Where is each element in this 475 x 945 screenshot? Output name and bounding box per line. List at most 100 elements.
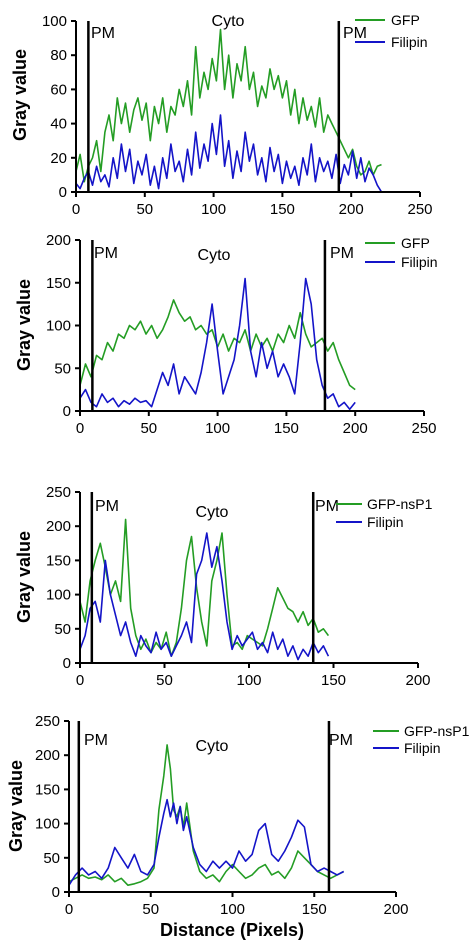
- y-tick-label: 250: [35, 713, 60, 730]
- x-tick-labels: 0 50 100 150 200 250: [72, 201, 433, 218]
- x-tick-marks: [79, 663, 419, 668]
- legend: GFP Filipin: [355, 12, 428, 50]
- chart-panel-1: PM PM Cyto 0 20 40 60 80 100: [10, 12, 433, 218]
- x-tick-marks: [68, 892, 397, 897]
- y-tick-label: 150: [46, 552, 71, 569]
- x-tick-labels: 0 50 100 150 200: [65, 901, 409, 918]
- pm-marker-label-left: PM: [95, 498, 119, 515]
- gfp-line-group: [75, 28, 382, 183]
- filipin-series-line: [75, 114, 383, 193]
- legend: GFP-nsP1 Filipin: [373, 723, 470, 756]
- pm-marker-label-left: PM: [91, 25, 115, 42]
- y-tick-label: 0: [59, 184, 67, 201]
- y-tick-label: 100: [35, 816, 60, 833]
- filipin-series-line: [79, 277, 356, 411]
- pm-marker-label-left: PM: [84, 732, 108, 749]
- x-tick-marks: [75, 192, 421, 197]
- legend-label-gfp-nsp1: GFP-nsP1: [404, 723, 470, 739]
- x-tick-label: 50: [156, 672, 173, 689]
- y-tick-label: 250: [46, 484, 71, 501]
- legend-label-gfp: GFP: [401, 235, 430, 251]
- y-axis-title: Gray value: [14, 531, 34, 623]
- legend-label-filipin: Filipin: [401, 254, 438, 270]
- gfp-line-group: [79, 518, 330, 658]
- region-label-cyto: Cyto: [196, 738, 229, 755]
- y-tick-labels: 0 50 100 150 200 250: [35, 713, 60, 901]
- legend: GFP Filipin: [365, 235, 438, 270]
- x-tick-marks: [79, 411, 425, 416]
- x-tick-label: 0: [76, 672, 84, 689]
- x-tick-label: 100: [205, 420, 230, 437]
- y-axis-title: Gray value: [6, 760, 26, 852]
- x-tick-label: 150: [270, 201, 295, 218]
- gfp-line-group: [68, 744, 345, 887]
- x-tick-label: 50: [142, 901, 159, 918]
- region-label-cyto: Cyto: [198, 247, 231, 264]
- x-tick-label: 200: [405, 672, 430, 689]
- x-tick-label: 150: [274, 420, 299, 437]
- y-tick-label: 100: [42, 13, 67, 30]
- region-label-cyto: Cyto: [196, 504, 229, 521]
- chart-panel-3: PM PM Cyto 0 50 100 150 200 250: [14, 484, 433, 689]
- y-tick-label: 150: [46, 275, 71, 292]
- y-tick-label: 100: [46, 587, 71, 604]
- x-tick-label: 0: [72, 201, 80, 218]
- y-tick-label: 20: [50, 150, 67, 167]
- gfp-series-line: [75, 28, 382, 183]
- legend-label-filipin: Filipin: [404, 740, 441, 756]
- region-label-cyto: Cyto: [212, 13, 245, 30]
- filipin-series-line: [68, 798, 345, 886]
- legend-label-gfp: GFP: [391, 12, 420, 28]
- filipin-line-group: [75, 114, 383, 193]
- pm-marker-label-right: PM: [329, 732, 353, 749]
- x-tick-label: 250: [411, 420, 436, 437]
- filipin-line-group: [79, 532, 330, 661]
- filipin-line-group: [79, 277, 356, 411]
- x-tick-label: 0: [76, 420, 84, 437]
- chart-panel-2: PM PM Cyto 0 50 100 150 200 0: [14, 232, 438, 437]
- x-tick-label: 0: [65, 901, 73, 918]
- y-tick-label: 50: [43, 850, 60, 867]
- legend-label-filipin: Filipin: [391, 34, 428, 50]
- x-tick-label: 100: [201, 201, 226, 218]
- legend-label-gfp-nsp1: GFP-nsP1: [367, 496, 433, 512]
- legend: GFP-nsP1 Filipin: [336, 496, 433, 530]
- y-tick-labels: 0 50 100 150 200: [46, 232, 71, 420]
- y-tick-labels: 0 20 40 60 80 100: [42, 13, 67, 201]
- y-tick-marks: [75, 491, 80, 664]
- x-tick-label: 250: [407, 201, 432, 218]
- pm-marker-label-left: PM: [94, 245, 118, 262]
- x-tick-label: 150: [302, 901, 327, 918]
- y-tick-marks: [71, 20, 76, 193]
- pm-marker-label-right: PM: [315, 498, 339, 515]
- x-axis-title: Distance (Pixels): [160, 920, 304, 940]
- y-tick-label: 0: [63, 403, 71, 420]
- plot-area: [76, 21, 420, 192]
- x-tick-label: 200: [383, 901, 408, 918]
- x-tick-label: 100: [220, 901, 245, 918]
- x-tick-label: 50: [136, 201, 153, 218]
- pm-marker-label-right: PM: [343, 25, 367, 42]
- y-tick-label: 80: [50, 47, 67, 64]
- x-tick-label: 150: [321, 672, 346, 689]
- pm-marker-label-right: PM: [330, 245, 354, 262]
- y-tick-label: 40: [50, 116, 67, 133]
- filipin-series-line: [79, 532, 330, 661]
- y-tick-label: 60: [50, 81, 67, 98]
- y-tick-label: 200: [46, 518, 71, 535]
- y-axis-title: Gray value: [14, 279, 34, 371]
- y-tick-label: 50: [54, 621, 71, 638]
- legend-label-filipin: Filipin: [367, 514, 404, 530]
- chart-panel-4: PM PM Cyto 0 50 100 150 200 250: [6, 713, 470, 940]
- y-tick-label: 200: [35, 747, 60, 764]
- x-tick-labels: 0 50 100 150 200: [76, 672, 431, 689]
- x-tick-label: 50: [140, 420, 157, 437]
- y-tick-labels: 0 50 100 150 200 250: [46, 484, 71, 672]
- x-tick-label: 100: [236, 672, 261, 689]
- y-tick-label: 0: [63, 655, 71, 672]
- y-tick-label: 100: [46, 318, 71, 335]
- y-tick-label: 150: [35, 781, 60, 798]
- y-tick-marks: [75, 239, 80, 412]
- x-tick-label: 200: [339, 201, 364, 218]
